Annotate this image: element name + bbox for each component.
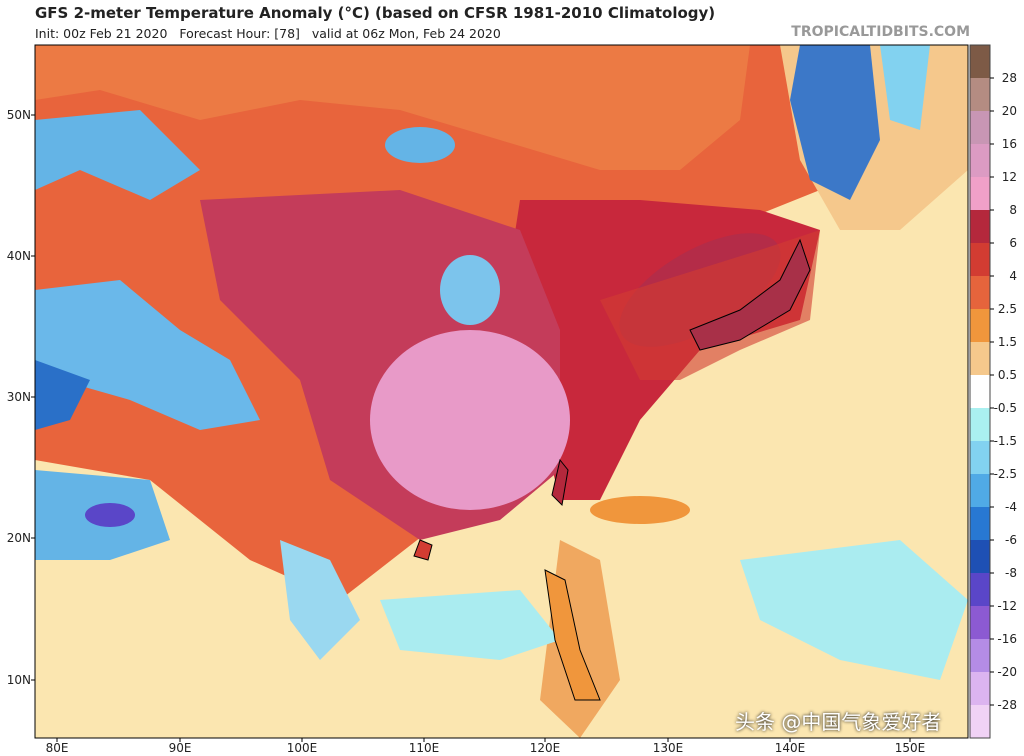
map-frame bbox=[34, 44, 969, 739]
colorbar-segment bbox=[970, 144, 990, 178]
colorbar-segment bbox=[970, 474, 990, 508]
colorbar-segment bbox=[970, 408, 990, 442]
colorbar-label: 16 bbox=[1002, 137, 1017, 151]
colorbar-segment bbox=[970, 606, 990, 640]
colorbar-segment bbox=[970, 507, 990, 541]
colorbar-label: -20 bbox=[997, 665, 1017, 679]
colorbar-segment bbox=[970, 375, 990, 409]
colorbar-label: 4 bbox=[1009, 269, 1017, 283]
colorbar-label: 0.5 bbox=[998, 368, 1017, 382]
lon-label: 140E bbox=[775, 741, 806, 755]
subtitle: Init: 00z Feb 21 2020 Forecast Hour: [78… bbox=[35, 26, 501, 41]
lon-label: 120E bbox=[530, 741, 561, 755]
lon-label: 100E bbox=[287, 741, 318, 755]
colorbar-frame bbox=[969, 44, 991, 739]
colorbar-label: 2.5 bbox=[998, 302, 1017, 316]
colorbar-label: -0.5 bbox=[994, 401, 1017, 415]
colorbar-label: 20 bbox=[1002, 104, 1017, 118]
lat-label: 10N bbox=[7, 673, 31, 687]
colorbar-segment bbox=[970, 705, 990, 739]
watermark: 头条 @中国气象爱好者 bbox=[735, 710, 942, 734]
colorbar-label: -12 bbox=[997, 599, 1017, 613]
colorbar-segment bbox=[970, 540, 990, 574]
colorbar-segment bbox=[970, 672, 990, 706]
colorbar-label: -1.5 bbox=[994, 434, 1017, 448]
colorbar: 28 20 16 12 8 6 4 2.5 1.5 0.5 -0.5 -1.5 -2.5 -4 -6 -8 -1… bbox=[969, 44, 1017, 739]
lat-label: 30N bbox=[7, 390, 31, 404]
colorbar-segment bbox=[970, 78, 990, 112]
colorbar-segment bbox=[970, 177, 990, 211]
colorbar-segment bbox=[970, 342, 990, 376]
colorbar-label: -16 bbox=[997, 632, 1017, 646]
colorbar-label: 6 bbox=[1009, 236, 1017, 250]
colorbar-segment bbox=[970, 111, 990, 145]
lon-label: 150E bbox=[895, 741, 926, 755]
colorbar-label: -6 bbox=[1005, 533, 1017, 547]
lon-label: 130E bbox=[653, 741, 684, 755]
colorbar-segment bbox=[970, 309, 990, 343]
lat-label: 20N bbox=[7, 531, 31, 545]
colorbar-segment bbox=[970, 441, 990, 475]
colorbar-segment bbox=[970, 639, 990, 673]
colorbar-segment bbox=[970, 210, 990, 244]
site-name: TROPICALTIDBITS.COM bbox=[791, 24, 970, 40]
colorbar-label: 8 bbox=[1009, 203, 1017, 217]
title: GFS 2-meter Temperature Anomaly (°C) (ba… bbox=[35, 4, 716, 22]
colorbar-label: -2.5 bbox=[994, 467, 1017, 481]
lon-label: 110E bbox=[409, 741, 440, 755]
colorbar-segment bbox=[970, 276, 990, 310]
anomaly-field bbox=[35, 45, 968, 738]
colorbar-segment bbox=[970, 573, 990, 607]
lat-label: 40N bbox=[7, 249, 31, 263]
lon-label: 80E bbox=[46, 741, 69, 755]
colorbar-label: -8 bbox=[1005, 566, 1017, 580]
lon-label: 90E bbox=[169, 741, 192, 755]
colorbar-segment bbox=[970, 243, 990, 277]
colorbar-segment bbox=[970, 45, 990, 79]
colorbar-label: 1.5 bbox=[998, 335, 1017, 349]
colorbar-label: 28 bbox=[1002, 71, 1017, 85]
colorbar-label: -28 bbox=[997, 698, 1017, 712]
colorbar-label: 12 bbox=[1002, 170, 1017, 184]
colorbar-label: -4 bbox=[1005, 500, 1017, 514]
lat-label: 50N bbox=[7, 108, 31, 122]
